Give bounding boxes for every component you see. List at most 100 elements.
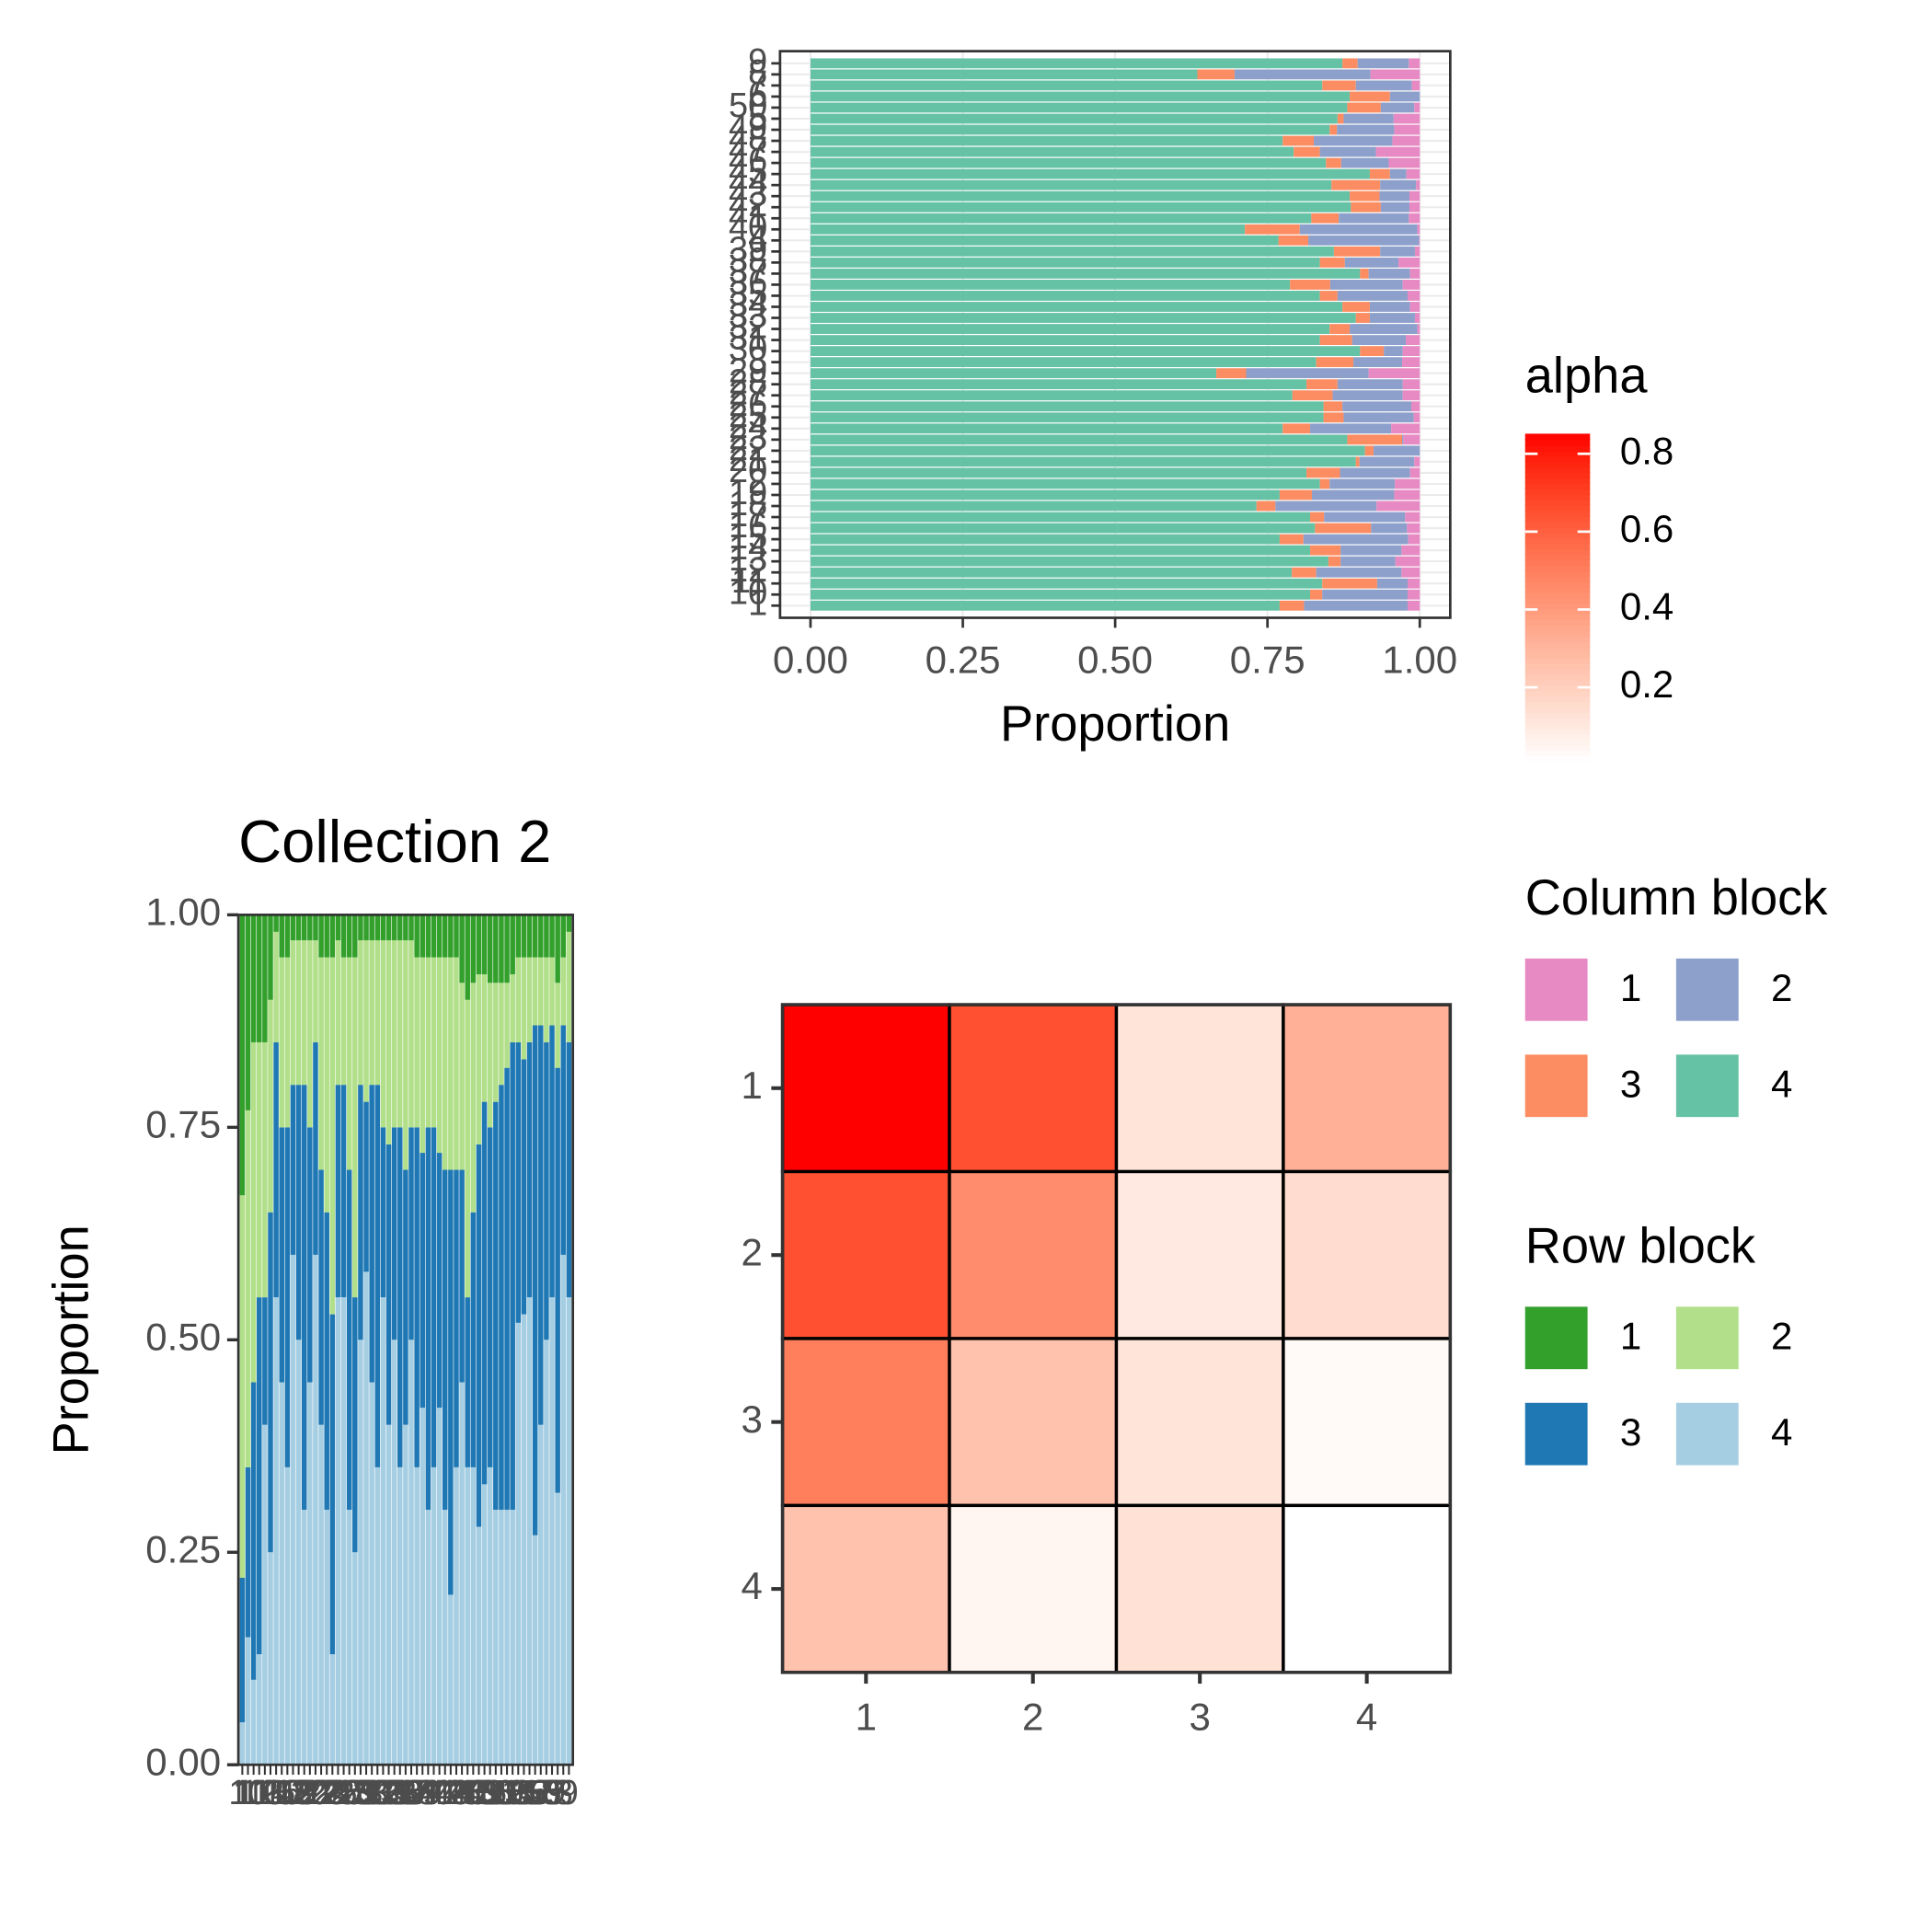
bar-segment — [1303, 534, 1409, 545]
y-tick-label: 20 — [729, 452, 767, 490]
x-tick-label: 3 — [356, 1774, 375, 1812]
bar-segment — [329, 1654, 336, 1765]
y-tick-label: 7 — [748, 64, 767, 103]
bar-segment — [262, 914, 268, 1042]
bar-segment — [1331, 179, 1381, 190]
x-axis-title: Proportion — [1000, 696, 1230, 752]
bar-segment — [442, 1169, 448, 1511]
bar-segment — [268, 1552, 273, 1765]
y-tick-label: 47 — [729, 131, 767, 169]
bar-segment — [810, 346, 1361, 357]
bar-segment — [1319, 291, 1338, 301]
bar-segment — [380, 940, 386, 1128]
bar-segment — [810, 135, 1283, 146]
color-bar — [1524, 504, 1591, 512]
x-tick-label: 21 — [296, 1774, 335, 1812]
bar-segment — [481, 1484, 488, 1765]
bar-segment — [1322, 80, 1356, 91]
bar-segment — [1395, 556, 1420, 567]
bar-segment — [544, 1340, 549, 1765]
color-bar — [1524, 536, 1591, 545]
bar-segment — [1350, 324, 1418, 334]
bar-segment — [1402, 346, 1420, 357]
color-bar — [1524, 433, 1591, 441]
bar-segment — [504, 1510, 510, 1765]
bar-segment — [515, 1322, 522, 1765]
heat-cell — [1282, 1003, 1453, 1174]
color-bar — [1524, 662, 1591, 670]
bar-segment — [544, 957, 549, 1042]
bar-segment — [340, 914, 347, 958]
bar-segment — [425, 1127, 431, 1511]
bar-segment — [239, 1722, 246, 1765]
bar-segment — [481, 974, 488, 1102]
y-tick-label: 2 — [748, 463, 767, 501]
bar-segment — [1402, 379, 1420, 390]
bar-segment — [340, 957, 347, 1086]
color-tick-label: 0.6 — [1620, 507, 1673, 550]
legend-label: 1 — [1620, 966, 1641, 1009]
bar-segment — [380, 1297, 386, 1765]
bar-segment — [1368, 368, 1420, 379]
bar-segment — [810, 324, 1330, 334]
bar-segment — [1376, 500, 1420, 512]
bar-segment — [1326, 157, 1341, 168]
bar-segment — [515, 1041, 522, 1323]
bar-segment — [1410, 401, 1420, 412]
y-tick-label: 41 — [729, 197, 767, 236]
bar-segment — [1312, 489, 1395, 500]
bar-segment — [346, 957, 352, 1170]
bar-segment — [369, 914, 374, 941]
bar-segment — [810, 401, 1324, 412]
bar-segment — [454, 1169, 459, 1467]
bar-segment — [493, 1510, 499, 1765]
bar-segment — [1308, 235, 1420, 246]
bar-segment — [335, 1297, 341, 1765]
y-tick-label: 46 — [729, 142, 767, 180]
bar-segment — [566, 1041, 572, 1298]
x-tick-label: 19 — [279, 1774, 317, 1812]
bar-segment — [431, 914, 437, 958]
bar-segment — [1398, 257, 1420, 268]
y-tick-label: 33 — [729, 297, 767, 336]
y-tick-label: 11 — [731, 562, 767, 601]
bar-segment — [313, 940, 318, 1042]
bar-segment — [1407, 600, 1420, 611]
color-bar — [1524, 471, 1591, 479]
x-tick-label: 5 — [480, 1774, 500, 1812]
bar-segment — [1279, 489, 1313, 500]
bar-segment — [431, 957, 437, 1128]
bar-segment — [369, 1382, 374, 1765]
bar-segment — [352, 914, 358, 958]
bar-segment — [1417, 324, 1420, 334]
bar-segment — [1380, 201, 1409, 213]
bar-segment — [1282, 423, 1311, 434]
y-tick-label: 22 — [729, 430, 767, 468]
y-tick-label: 1 — [748, 584, 767, 623]
bar-segment — [318, 1169, 324, 1425]
bar-segment — [487, 914, 493, 983]
bar-segment — [1405, 512, 1420, 523]
y-tick-label: 24 — [729, 408, 767, 446]
y-tick-label: 4 — [741, 1564, 762, 1607]
x-tick-label: 49 — [465, 1774, 503, 1812]
bar-segment — [1234, 69, 1371, 80]
bar-segment — [465, 999, 470, 1298]
bar-segment — [1409, 201, 1420, 213]
bar-segment — [1311, 213, 1340, 224]
bar-segment — [538, 1025, 544, 1425]
bar-segment — [414, 1466, 420, 1765]
bar-segment — [1393, 113, 1420, 124]
bar-segment — [1411, 80, 1420, 91]
x-tick-label: 29 — [341, 1774, 380, 1812]
bar-segment — [397, 1466, 403, 1765]
bar-segment — [810, 445, 1365, 456]
bar-segment — [414, 957, 420, 1128]
bar-segment — [810, 58, 1343, 69]
bar-segment — [290, 1085, 296, 1255]
heat-cell — [1282, 1337, 1453, 1508]
bar-segment — [1380, 102, 1415, 113]
bar-segment — [295, 1085, 302, 1340]
bar-segment — [318, 957, 324, 1170]
bar-segment — [385, 1424, 392, 1765]
